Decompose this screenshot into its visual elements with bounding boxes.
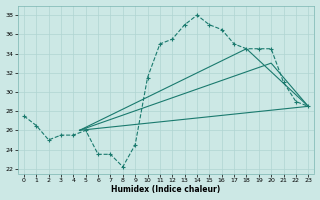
X-axis label: Humidex (Indice chaleur): Humidex (Indice chaleur) (111, 185, 221, 194)
